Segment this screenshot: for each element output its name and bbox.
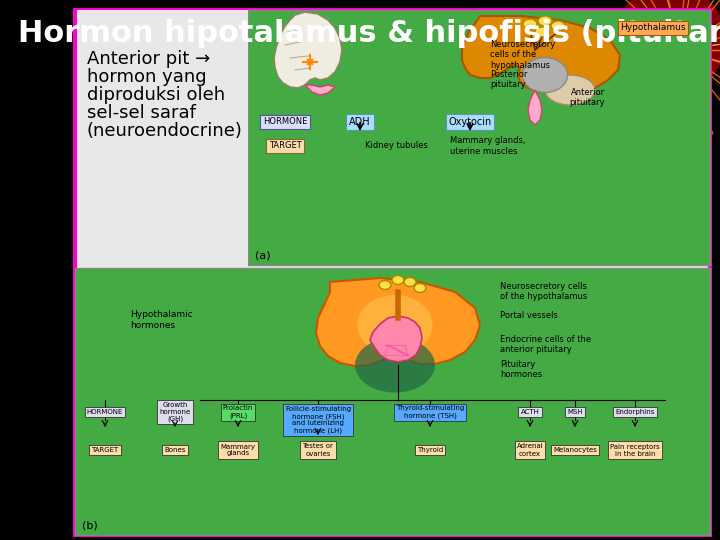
Ellipse shape [414,284,426,293]
Text: TARGET: TARGET [91,447,119,453]
FancyBboxPatch shape [75,268,710,535]
Text: Follicle-stimulating
hormone (FSH)
and luteinizing
hormone (LH): Follicle-stimulating hormone (FSH) and l… [285,406,351,434]
FancyBboxPatch shape [77,10,248,265]
Text: Endocrine cells of the
anterior pituitary: Endocrine cells of the anterior pituitar… [500,335,591,354]
Ellipse shape [545,75,595,105]
Text: Bones: Bones [164,447,186,453]
Polygon shape [305,85,335,95]
Text: Neurosecretory cells
of the hypothalamus: Neurosecretory cells of the hypothalamus [500,282,588,301]
Text: TARGET: TARGET [269,141,302,151]
Polygon shape [274,12,342,88]
Text: Prolactin
(PRL): Prolactin (PRL) [222,405,253,418]
Polygon shape [462,16,620,93]
Text: Thyroid: Thyroid [417,447,443,453]
Text: Pain receptors
in the brain: Pain receptors in the brain [610,443,660,456]
Text: Hypothalamic
hormones: Hypothalamic hormones [130,310,193,330]
Text: Melanocytes: Melanocytes [553,447,597,453]
Polygon shape [370,316,422,362]
Ellipse shape [404,278,416,287]
Circle shape [640,10,710,80]
Text: Oxytocin: Oxytocin [449,117,492,127]
Ellipse shape [523,19,537,29]
Text: HORMONE: HORMONE [87,409,123,415]
Text: Mammary
glands: Mammary glands [220,443,256,456]
Ellipse shape [392,275,404,285]
Text: diproduksi oleh: diproduksi oleh [87,86,225,104]
Text: Pituitary
hormones: Pituitary hormones [500,360,542,380]
Text: ADH: ADH [349,117,371,127]
Ellipse shape [358,295,433,355]
Text: hormon yang: hormon yang [87,68,207,86]
Text: Mammary glands,
uterine muscles: Mammary glands, uterine muscles [450,136,526,156]
Ellipse shape [551,21,565,31]
FancyBboxPatch shape [75,10,710,535]
Text: sel-sel saraf: sel-sel saraf [87,104,196,122]
Text: Portal vessels: Portal vessels [500,310,558,320]
Text: (b): (b) [82,520,98,530]
Circle shape [615,0,720,95]
Text: Anterior pit →: Anterior pit → [87,50,210,68]
Text: Hypothalamus: Hypothalamus [620,24,685,32]
Circle shape [662,32,698,68]
Ellipse shape [523,57,567,92]
Ellipse shape [535,27,549,37]
Text: Adrenal
cortex: Adrenal cortex [517,443,544,456]
Text: MSH: MSH [567,409,582,415]
Text: Thyroid-stimulating
hormone (TSH): Thyroid-stimulating hormone (TSH) [396,405,464,418]
Text: HORMONE: HORMONE [263,118,307,126]
Text: Growth
hormone
(GH): Growth hormone (GH) [159,402,191,422]
Text: Testes or
ovaries: Testes or ovaries [302,443,333,456]
Text: Anterior
pituitary: Anterior pituitary [570,88,605,107]
Ellipse shape [538,16,552,26]
Text: Kidney tubules: Kidney tubules [365,141,428,151]
Text: Neurosecretory
cells of the
hypothalamus: Neurosecretory cells of the hypothalamus [490,40,555,70]
Text: (neuroendocrine): (neuroendocrine) [87,122,243,140]
Polygon shape [316,278,480,366]
FancyBboxPatch shape [248,10,710,265]
Ellipse shape [355,338,435,393]
Text: ACTH: ACTH [521,409,539,415]
Circle shape [674,40,690,56]
Text: Hormon hipotalamus & hipofisis (pituitari): Hormon hipotalamus & hipofisis (pituitar… [18,19,720,49]
Text: Posterior
pituitary: Posterior pituitary [490,70,527,90]
Polygon shape [528,90,542,125]
Ellipse shape [379,280,391,289]
Text: (a): (a) [255,250,271,260]
Text: Endorphins: Endorphins [616,409,654,415]
